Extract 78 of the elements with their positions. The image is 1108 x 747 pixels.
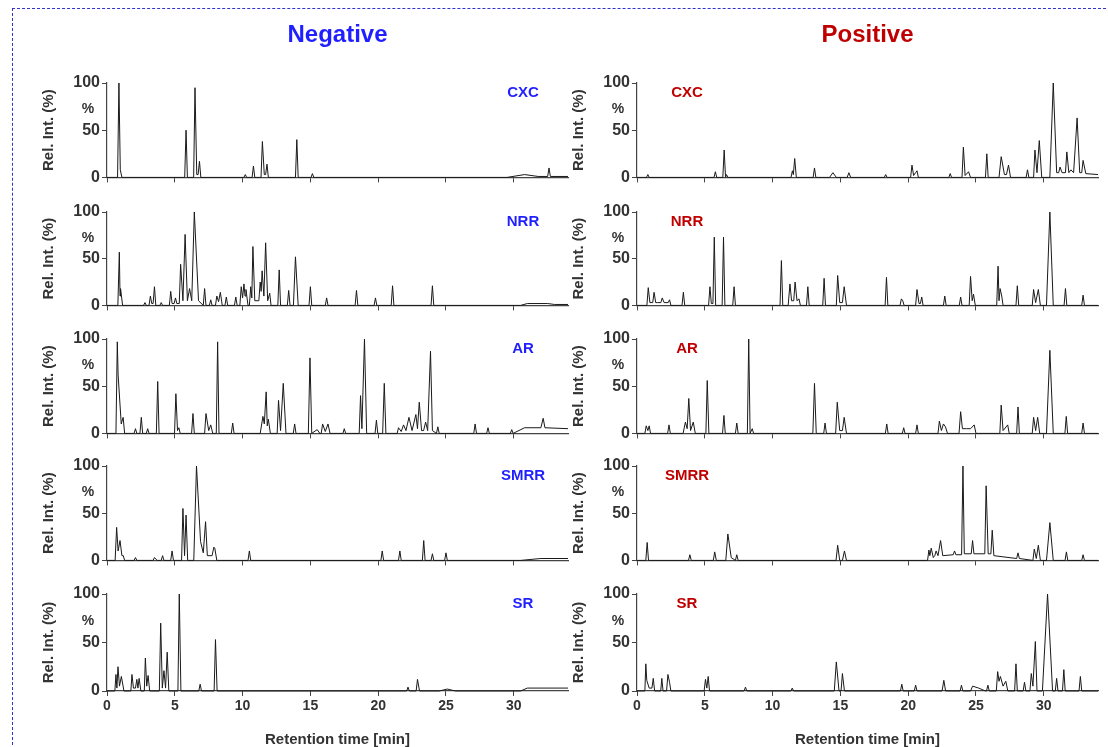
x-tick-label: 5 bbox=[700, 697, 709, 714]
y-tick-label: 50 bbox=[82, 503, 101, 521]
y-tick-label: 100 bbox=[603, 456, 631, 474]
y-tick-label: 50 bbox=[612, 503, 631, 521]
chart-title: SMRR bbox=[664, 465, 710, 483]
text: % bbox=[81, 229, 95, 246]
x-axis-title: Retention time [min] bbox=[265, 730, 410, 747]
y-tick-label: 50 bbox=[82, 120, 101, 138]
x-tick-label: 5 bbox=[170, 697, 179, 714]
x-tick-label: 20 bbox=[900, 697, 917, 714]
y-axis-title: Rel. Int. (%) bbox=[39, 345, 57, 428]
y-tick-label: 100 bbox=[73, 329, 101, 347]
y-tick-label: 50 bbox=[612, 376, 631, 394]
chart-title: CXC bbox=[671, 82, 703, 100]
x-tick-label: 10 bbox=[234, 697, 251, 714]
y-tick-label: 0 bbox=[91, 295, 101, 313]
y-tick-label: 0 bbox=[621, 167, 631, 185]
y-tick-label: 50 bbox=[82, 249, 101, 267]
y-tick-label: 50 bbox=[82, 376, 101, 394]
chart-title: CXC bbox=[507, 82, 539, 100]
x-tick-label: 0 bbox=[633, 697, 642, 714]
text: Positive bbox=[820, 20, 915, 48]
text: % bbox=[81, 612, 95, 629]
y-tick-label: 0 bbox=[91, 423, 101, 441]
y-tick-label: 0 bbox=[91, 167, 101, 185]
y-tick-label: 0 bbox=[621, 550, 631, 568]
chart-title: SR bbox=[512, 593, 534, 611]
chart-title: SR bbox=[676, 593, 698, 611]
y-axis-title: Rel. Int. (%) bbox=[39, 89, 57, 172]
y-tick-label: 100 bbox=[603, 584, 631, 602]
y-axis-title: Rel. Int. (%) bbox=[569, 345, 587, 428]
y-tick-label: 50 bbox=[612, 632, 631, 650]
text: % bbox=[81, 100, 95, 117]
x-tick-label: 30 bbox=[1035, 697, 1052, 714]
y-tick-label: 100 bbox=[603, 73, 631, 91]
y-axis-title: Rel. Int. (%) bbox=[39, 217, 57, 300]
text: % bbox=[611, 356, 625, 373]
y-tick-label: 50 bbox=[82, 632, 101, 650]
x-tick-label: 25 bbox=[438, 697, 454, 714]
y-tick-label: 100 bbox=[73, 584, 101, 602]
x-tick-label: 25 bbox=[968, 697, 984, 714]
y-tick-label: 0 bbox=[91, 681, 101, 699]
x-tick-label: 20 bbox=[370, 697, 387, 714]
chart-title: NRR bbox=[670, 211, 704, 229]
y-tick-label: 50 bbox=[612, 249, 631, 267]
text: % bbox=[611, 229, 625, 246]
y-axis-title: Rel. Int. (%) bbox=[39, 472, 57, 555]
y-axis-title: Rel. Int. (%) bbox=[569, 89, 587, 172]
y-tick-label: 0 bbox=[621, 295, 631, 313]
x-tick-label: 10 bbox=[764, 697, 781, 714]
chart-title: SMRR bbox=[500, 465, 546, 483]
text: % bbox=[611, 483, 625, 500]
text: % bbox=[81, 356, 95, 373]
y-tick-label: 0 bbox=[91, 550, 101, 568]
text: % bbox=[611, 612, 625, 629]
y-axis-title: Rel. Int. (%) bbox=[569, 601, 587, 684]
x-tick-label: 0 bbox=[103, 697, 112, 714]
chart-title: AR bbox=[676, 338, 698, 356]
text: Negative bbox=[286, 20, 389, 48]
y-axis-title: Rel. Int. (%) bbox=[39, 601, 57, 684]
y-tick-label: 0 bbox=[621, 681, 631, 699]
chart-title: AR bbox=[512, 338, 534, 356]
y-axis-title: Rel. Int. (%) bbox=[569, 472, 587, 555]
text: % bbox=[611, 100, 625, 117]
y-tick-label: 100 bbox=[603, 202, 631, 220]
text: % bbox=[81, 483, 95, 500]
y-tick-label: 100 bbox=[73, 456, 101, 474]
y-tick-label: 100 bbox=[73, 202, 101, 220]
x-tick-label: 15 bbox=[832, 697, 849, 714]
y-tick-label: 0 bbox=[621, 423, 631, 441]
x-axis-title: Retention time [min] bbox=[795, 730, 940, 747]
x-tick-label: 15 bbox=[302, 697, 319, 714]
y-axis-title: Rel. Int. (%) bbox=[569, 217, 587, 300]
chart-title: NRR bbox=[506, 211, 540, 229]
x-tick-label: 30 bbox=[505, 697, 522, 714]
y-tick-label: 100 bbox=[73, 73, 101, 91]
y-tick-label: 100 bbox=[603, 329, 631, 347]
y-tick-label: 50 bbox=[612, 120, 631, 138]
